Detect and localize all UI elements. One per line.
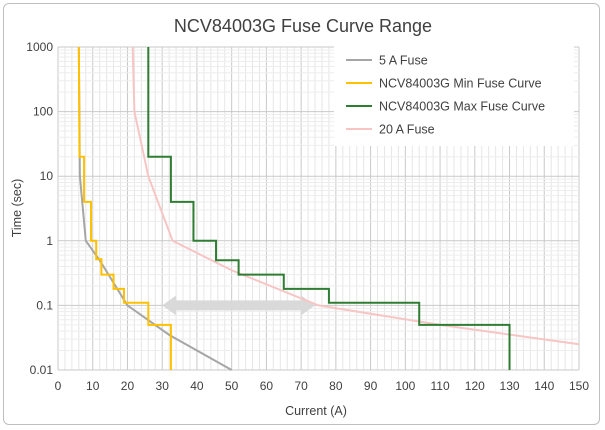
series-line-1 xyxy=(77,46,172,370)
legend: 5 A Fuse NCV84003G Min Fuse Curve NCV84003… xyxy=(334,40,574,146)
series-line-0 xyxy=(77,46,233,371)
x-tick-label: 90 xyxy=(364,379,378,393)
y-axis-label: Time (sec) xyxy=(10,179,24,238)
annotations xyxy=(162,295,316,316)
x-tick-label: 110 xyxy=(430,379,449,393)
x-tick-label: 100 xyxy=(395,379,415,393)
x-tick-label: 120 xyxy=(465,379,485,393)
x-tick-label: 20 xyxy=(121,379,135,393)
chart-title: NCV84003G Fuse Curve Range xyxy=(174,16,432,36)
legend-label: NCV84003G Min Fuse Curve xyxy=(379,77,542,91)
legend-label: 20 A Fuse xyxy=(379,123,435,137)
axes: 0 10 20 30 40 50 60 70 80 90 100 110 120 130 140 1500.0… xyxy=(26,40,589,393)
x-tick-label: 70 xyxy=(294,379,308,393)
x-tick-label: 150 xyxy=(569,379,589,393)
y-tick-label: 100 xyxy=(33,105,53,119)
y-tick-label: 0.01 xyxy=(30,363,54,377)
x-tick-label: 130 xyxy=(500,379,520,393)
legend-box xyxy=(334,40,574,146)
series-layer xyxy=(77,46,580,371)
x-tick-label: 10 xyxy=(86,379,100,393)
x-tick-label: 140 xyxy=(534,379,554,393)
x-tick-label: 30 xyxy=(156,379,170,393)
y-tick-label: 1 xyxy=(46,234,53,248)
x-tick-label: 40 xyxy=(190,379,204,393)
range-double-arrow xyxy=(162,295,316,316)
x-tick-label: 60 xyxy=(260,379,274,393)
y-tick-label: 10 xyxy=(40,169,54,183)
y-tick-label: 0.1 xyxy=(36,298,53,312)
x-tick-label: 80 xyxy=(329,379,343,393)
series-line-2 xyxy=(147,47,511,370)
x-tick-label: 0 xyxy=(55,379,62,393)
legend-label: 5 A Fuse xyxy=(379,54,428,68)
y-tick-label: 1000 xyxy=(26,40,53,54)
legend-label: NCV84003G Max Fuse Curve xyxy=(379,100,545,114)
x-tick-label: 50 xyxy=(225,379,239,393)
x-axis-label: Current (A) xyxy=(285,404,347,418)
